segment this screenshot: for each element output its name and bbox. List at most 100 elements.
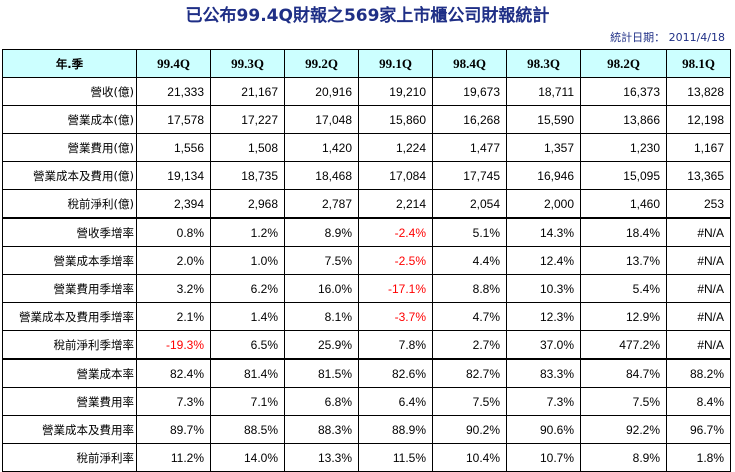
table-cell: 81.5% bbox=[284, 358, 359, 388]
table-cell: 1,477 bbox=[432, 133, 507, 162]
table-cell: 10.3% bbox=[506, 274, 581, 303]
table-cell: 7.5% bbox=[580, 387, 667, 416]
table-cell: 2,968 bbox=[210, 189, 285, 219]
table-row: 稅前淨利季增率 -19.3% 6.5% 25.9% 7.8% 2.7% 37.0% 477.2… bbox=[2, 330, 731, 360]
table-cell: 82.6% bbox=[358, 358, 433, 388]
table-cell: -2.5% bbox=[358, 246, 433, 275]
table-cell: 15,590 bbox=[506, 105, 581, 134]
table-cell: 18,711 bbox=[506, 77, 581, 106]
table-cell: 10.7% bbox=[506, 443, 581, 472]
table-cell: 2,394 bbox=[136, 189, 211, 219]
table-cell: 88.9% bbox=[358, 415, 433, 444]
table-cell: 6.8% bbox=[284, 387, 359, 416]
table-cell: 25.9% bbox=[284, 330, 359, 360]
table-cell: 88.2% bbox=[666, 358, 731, 388]
row-label: 營業成本(億) bbox=[2, 105, 137, 134]
table-cell: 84.7% bbox=[580, 358, 667, 388]
table-cell: 12.9% bbox=[580, 302, 667, 331]
table-cell: #N/A bbox=[666, 302, 731, 331]
table-cell: 7.5% bbox=[432, 387, 507, 416]
table-cell: 17,578 bbox=[136, 105, 211, 134]
table-cell: 8.9% bbox=[580, 443, 667, 472]
table-cell: 1,167 bbox=[666, 133, 731, 162]
table-cell: -3.7% bbox=[358, 302, 433, 331]
table-cell: 19,134 bbox=[136, 161, 211, 190]
row-label: 營業成本及費用季增率 bbox=[2, 302, 137, 331]
column-header: 99.3Q bbox=[210, 49, 285, 78]
table-cell: 8.8% bbox=[432, 274, 507, 303]
table-cell: 2.1% bbox=[136, 302, 211, 331]
column-header: 98.2Q bbox=[580, 49, 667, 78]
table-cell: 82.7% bbox=[432, 358, 507, 388]
table-cell: 2,787 bbox=[284, 189, 359, 219]
table-row: 營業費用率 7.3% 7.1% 6.8% 6.4% 7.5% 7.3% 7.5% 8.4% bbox=[2, 387, 731, 416]
row-label: 營業成本及費用率 bbox=[2, 415, 137, 444]
table-cell: 16,946 bbox=[506, 161, 581, 190]
table-cell: 21,333 bbox=[136, 77, 211, 106]
table-cell: -17.1% bbox=[358, 274, 433, 303]
table-cell: 1,420 bbox=[284, 133, 359, 162]
column-header: 98.1Q bbox=[666, 49, 731, 78]
table-cell: 5.1% bbox=[432, 217, 507, 247]
column-header: 99.2Q bbox=[284, 49, 359, 78]
table-cell: 10.4% bbox=[432, 443, 507, 472]
row-label: 營業費用率 bbox=[2, 387, 137, 416]
table-cell: 18.4% bbox=[580, 217, 667, 247]
table-cell: 14.0% bbox=[210, 443, 285, 472]
table-row: 稅前淨利(億) 2,394 2,968 2,787 2,214 2,054 2,000 1,4… bbox=[2, 189, 731, 219]
table-row: 稅前淨利率 11.2% 14.0% 13.3% 11.5% 10.4% 10.7% 8.9% 1… bbox=[2, 443, 731, 472]
table-cell: 13.3% bbox=[284, 443, 359, 472]
table-cell: 253 bbox=[666, 189, 731, 219]
table-cell: 1.2% bbox=[210, 217, 285, 247]
table-cell: 1.4% bbox=[210, 302, 285, 331]
table-cell: #N/A bbox=[666, 274, 731, 303]
column-header: 98.3Q bbox=[506, 49, 581, 78]
table-cell: 8.4% bbox=[666, 387, 731, 416]
table-cell: 11.5% bbox=[358, 443, 433, 472]
table-cell: 12,198 bbox=[666, 105, 731, 134]
table-cell: 82.4% bbox=[136, 358, 211, 388]
table-cell: 3.2% bbox=[136, 274, 211, 303]
stat-date: 統計日期： 2011/4/18 bbox=[610, 31, 725, 44]
page-title: 已公布99.4Q財報之569家上市櫃公司財報統計 bbox=[185, 6, 550, 26]
table-cell: 7.8% bbox=[358, 330, 433, 360]
table-cell: 20,916 bbox=[284, 77, 359, 106]
table-cell: 89.7% bbox=[136, 415, 211, 444]
row-label: 營業費用(億) bbox=[2, 133, 137, 162]
table-cell: 4.4% bbox=[432, 246, 507, 275]
table-cell: 8.9% bbox=[284, 217, 359, 247]
table-cell: 8.1% bbox=[284, 302, 359, 331]
table-cell: 88.5% bbox=[210, 415, 285, 444]
row-label: 營收(億) bbox=[2, 77, 137, 106]
row-label: 營業費用季增率 bbox=[2, 274, 137, 303]
table-cell: 16.0% bbox=[284, 274, 359, 303]
table-cell: 12.3% bbox=[506, 302, 581, 331]
table-cell: 2.0% bbox=[136, 246, 211, 275]
header-row: 年.季 99.4Q 99.3Q 99.2Q 99.1Q 98.4Q 98.3Q … bbox=[2, 49, 731, 78]
table-cell: 1.8% bbox=[666, 443, 731, 472]
table-cell: 6.4% bbox=[358, 387, 433, 416]
table-body: 營收(億) 21,333 21,167 20,916 19,210 19,673 18,71… bbox=[2, 77, 731, 472]
table-cell: 17,084 bbox=[358, 161, 433, 190]
table-cell: 2,054 bbox=[432, 189, 507, 219]
table-cell: 1,556 bbox=[136, 133, 211, 162]
table-cell: 1,224 bbox=[358, 133, 433, 162]
table-cell: 6.5% bbox=[210, 330, 285, 360]
table-cell: 1,357 bbox=[506, 133, 581, 162]
table-cell: 4.7% bbox=[432, 302, 507, 331]
table-cell: 1,460 bbox=[580, 189, 667, 219]
table-row: 營業成本(億) 17,578 17,227 17,048 15,860 16,268 15,… bbox=[2, 105, 731, 134]
column-header: 98.4Q bbox=[432, 49, 507, 78]
table-row: 營業費用(億) 1,556 1,508 1,420 1,224 1,477 1,357 1,2… bbox=[2, 133, 731, 162]
column-header: 99.4Q bbox=[136, 49, 211, 78]
table-row: 營收(億) 21,333 21,167 20,916 19,210 19,673 18,71… bbox=[2, 77, 731, 106]
row-label: 營業成本率 bbox=[2, 358, 137, 388]
table-cell: 15,860 bbox=[358, 105, 433, 134]
table-cell: -2.4% bbox=[358, 217, 433, 247]
table-cell: 88.3% bbox=[284, 415, 359, 444]
table-cell: 90.6% bbox=[506, 415, 581, 444]
table-cell: 19,673 bbox=[432, 77, 507, 106]
row-label: 稅前淨利(億) bbox=[2, 189, 137, 219]
row-label: 稅前淨利率 bbox=[2, 443, 137, 472]
table-cell: 6.2% bbox=[210, 274, 285, 303]
